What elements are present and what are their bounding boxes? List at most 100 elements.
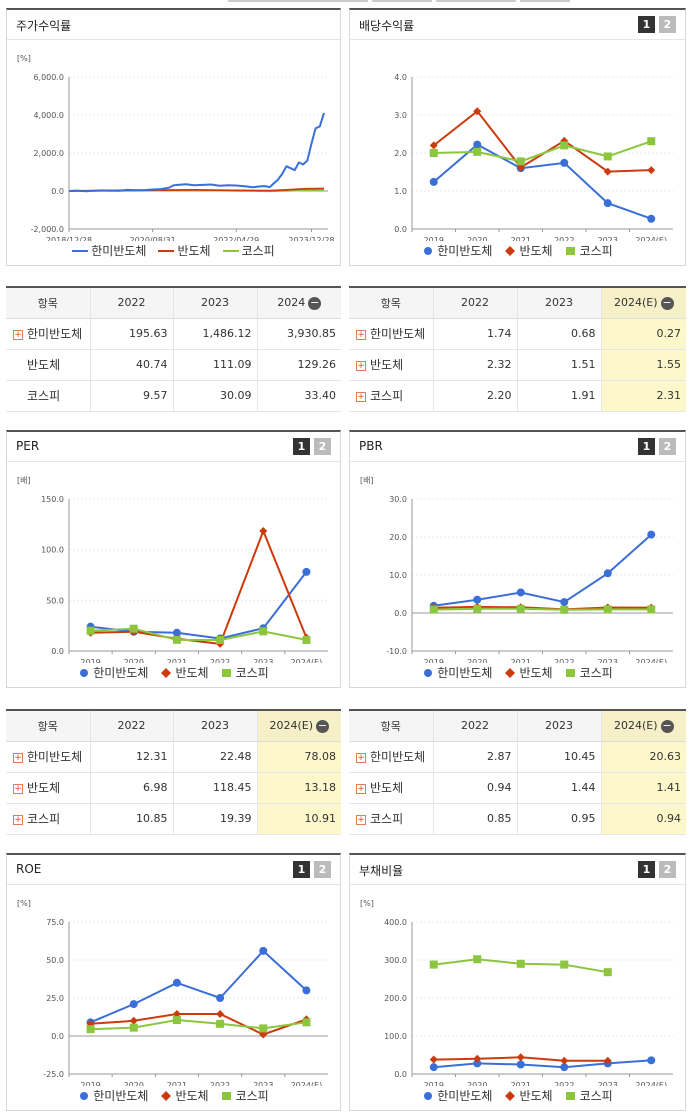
table-row: + 코스피 2.20 1.91 2.31 (349, 380, 686, 412)
data-point (603, 569, 612, 578)
cell-value: 19.39 (172, 803, 257, 835)
data-point (560, 960, 569, 969)
top-tabs-strip (0, 0, 691, 6)
table-row: + 한미반도체 1.74 0.68 0.27 (349, 318, 686, 350)
col-header-2022: 2022 (432, 287, 517, 319)
expand-plus-icon[interactable]: + (356, 752, 366, 763)
expand-plus-icon[interactable]: + (13, 783, 23, 794)
data-point (429, 149, 438, 157)
y-tick-label: 75.0 (46, 918, 64, 927)
legend-item-kospi[interactable]: 코스피 (565, 242, 613, 259)
panel-title: 배당수익률 (359, 19, 415, 33)
panel-title: PER (16, 439, 40, 453)
view-2-button[interactable]: 2 (659, 16, 676, 33)
y-tick-label: 10.0 (389, 571, 407, 580)
view-1-button[interactable]: 1 (638, 438, 655, 455)
data-point (603, 605, 612, 614)
legend-item-kospi[interactable]: 코스피 (565, 1087, 613, 1104)
legend-item-semi[interactable]: 반도체 (504, 664, 553, 681)
data-point (216, 1019, 225, 1028)
view-2-button[interactable]: 2 (659, 438, 676, 455)
x-tick-label: 2019 (80, 658, 100, 663)
view-2-button[interactable]: 2 (659, 861, 676, 878)
data-point (429, 1063, 438, 1072)
data-point (603, 199, 612, 208)
data-point (560, 605, 569, 614)
data-point (429, 605, 438, 614)
x-tick-label: 2020 (124, 1081, 144, 1086)
legend-item-hanmi[interactable]: 한미반도체 (72, 244, 147, 258)
data-point (259, 946, 268, 955)
data-point (172, 635, 181, 644)
cell-value: 2.31 (600, 380, 686, 412)
expand-plus-icon[interactable]: + (13, 752, 23, 763)
col-header-2024e: 2024(E) − (256, 710, 341, 742)
legend-item-semi[interactable]: 반도체 (160, 664, 209, 681)
unit-label: [%] (360, 899, 374, 908)
table-row: + 한미반도체 12.31 22.48 78.08 (6, 741, 341, 773)
y-tick-label: -2,000.0 (31, 225, 64, 234)
data-point (473, 147, 482, 156)
table-row: + 반도체 0.94 1.44 1.41 (349, 772, 686, 804)
legend-item-kospi[interactable]: 코스피 (221, 1087, 269, 1104)
legend-item-hanmi[interactable]: 한미반도체 (422, 242, 492, 259)
legend-item-hanmi[interactable]: 한미반도체 (78, 1087, 148, 1104)
expand-plus-icon[interactable]: + (356, 329, 366, 340)
cell-value: 12.31 (89, 741, 173, 773)
view-2-button[interactable]: 2 (314, 438, 331, 455)
collapse-minus-icon[interactable]: − (660, 718, 674, 733)
expand-plus-icon[interactable]: + (356, 814, 366, 825)
collapse-minus-icon[interactable]: − (316, 718, 330, 733)
x-tick-label: 2021 (511, 658, 531, 663)
expand-plus-icon[interactable]: + (356, 391, 366, 402)
legend-item-semi[interactable]: 반도체 (160, 1087, 209, 1104)
cell-value: 1.74 (432, 318, 517, 350)
expand-plus-icon[interactable]: + (356, 783, 366, 794)
view-1-button[interactable]: 1 (293, 438, 310, 455)
x-tick-label: 2024(E) (291, 1081, 323, 1086)
table-row: 코스피 9.57 30.09 33.40 (6, 380, 341, 412)
cell-value: 0.27 (600, 318, 686, 350)
view-1-button[interactable]: 1 (638, 16, 655, 33)
pbr-table: 항목 2022 2023 2024(E) − + 한미반도체 2.87 10.45 20.… (349, 709, 686, 835)
x-tick-label: 2024(E) (635, 1081, 667, 1086)
data-point (516, 163, 525, 172)
view-2-button[interactable]: 2 (314, 861, 331, 878)
legend-item-hanmi[interactable]: 한미반도체 (422, 1087, 492, 1104)
legend-item-semi[interactable]: 반도체 (504, 242, 553, 259)
data-point (429, 177, 438, 186)
legend-item-semi[interactable]: 반도체 (158, 244, 211, 258)
legend-item-kospi[interactable]: 코스피 (222, 244, 275, 258)
unit-label: [%] (17, 54, 31, 63)
legend-item-kospi[interactable]: 코스피 (221, 664, 269, 681)
legend-item-hanmi[interactable]: 한미반도체 (422, 664, 492, 681)
expand-plus-icon[interactable]: + (13, 814, 23, 825)
legend-item-hanmi[interactable]: 한미반도체 (78, 664, 148, 681)
collapse-minus-icon[interactable]: − (308, 295, 322, 310)
cell-value: 13.18 (256, 772, 341, 804)
legend-item-semi[interactable]: 반도체 (504, 1087, 553, 1104)
data-point (172, 1016, 181, 1025)
view-1-button[interactable]: 1 (638, 861, 655, 878)
view-1-button[interactable]: 1 (293, 861, 310, 878)
series-line-0 (68, 112, 325, 193)
y-tick-label: 25.0 (46, 994, 64, 1003)
collapse-minus-icon[interactable]: − (660, 295, 674, 310)
data-point (603, 1056, 612, 1065)
col-header-2022: 2022 (89, 287, 173, 319)
x-tick-label: 2022 (554, 658, 574, 663)
panel-title: ROE (16, 862, 42, 876)
legend-item-kospi[interactable]: 코스피 (565, 664, 613, 681)
x-tick-label: 2023/12/28 (288, 236, 334, 241)
x-tick-label: 2022/04/29 (213, 236, 259, 241)
x-tick-label: 2020 (467, 658, 487, 663)
row-label: + 반도체 (6, 772, 90, 804)
expand-plus-icon[interactable]: + (356, 360, 366, 371)
stock-return-header: 주가수익률 (7, 10, 340, 40)
cell-value: 0.95 (516, 803, 601, 835)
data-point (259, 627, 268, 636)
expand-plus-icon[interactable]: + (13, 329, 23, 340)
cell-value: 10.91 (256, 803, 341, 835)
row-label: + 코스피 (349, 803, 433, 835)
